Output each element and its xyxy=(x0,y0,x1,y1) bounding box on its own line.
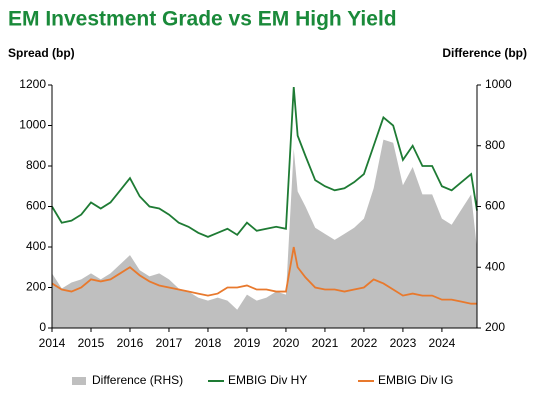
y-tick-label: 1000 xyxy=(19,118,46,132)
area xyxy=(52,139,477,328)
y-tick-label: 800 xyxy=(26,158,46,172)
y2-tick-label: 1000 xyxy=(485,77,512,91)
x-tick-label: 2021 xyxy=(312,336,339,350)
x-tick-label: 2016 xyxy=(117,336,144,350)
legend-swatch xyxy=(72,377,86,385)
y-tick-label: 0 xyxy=(39,320,46,334)
y-axis-label: Spread (bp) xyxy=(8,46,75,60)
y2-tick-label: 800 xyxy=(485,138,505,152)
y-tick-label: 400 xyxy=(26,239,46,253)
x-tick-label: 2024 xyxy=(429,336,456,350)
x-tick-label: 2022 xyxy=(351,336,378,350)
line xyxy=(51,86,478,238)
x-tick-label: 2018 xyxy=(195,336,222,350)
x-tick-label: 2015 xyxy=(78,336,105,350)
x-tick-label: 2017 xyxy=(156,336,183,350)
x-tick-label: 2020 xyxy=(273,336,300,350)
y-tick-label: 600 xyxy=(26,199,46,213)
y2-axis-label: Difference (bp) xyxy=(442,46,527,60)
y2-tick-label: 200 xyxy=(485,320,505,334)
x-tick-label: 2023 xyxy=(390,336,417,350)
legend-label: EMBIG Div HY xyxy=(228,373,307,387)
y-tick-label: 1200 xyxy=(19,77,46,91)
x-tick-label: 2014 xyxy=(39,336,66,350)
y2-tick-label: 400 xyxy=(485,259,505,273)
chart-title: EM Investment Grade vs EM High Yield xyxy=(8,8,397,31)
x-tick-label: 2019 xyxy=(234,336,261,350)
y2-tick-label: 600 xyxy=(485,199,505,213)
legend-label: EMBIG Div IG xyxy=(378,373,453,387)
y-tick-label: 200 xyxy=(26,280,46,294)
line xyxy=(51,246,477,305)
legend-label: Difference (RHS) xyxy=(92,373,183,387)
